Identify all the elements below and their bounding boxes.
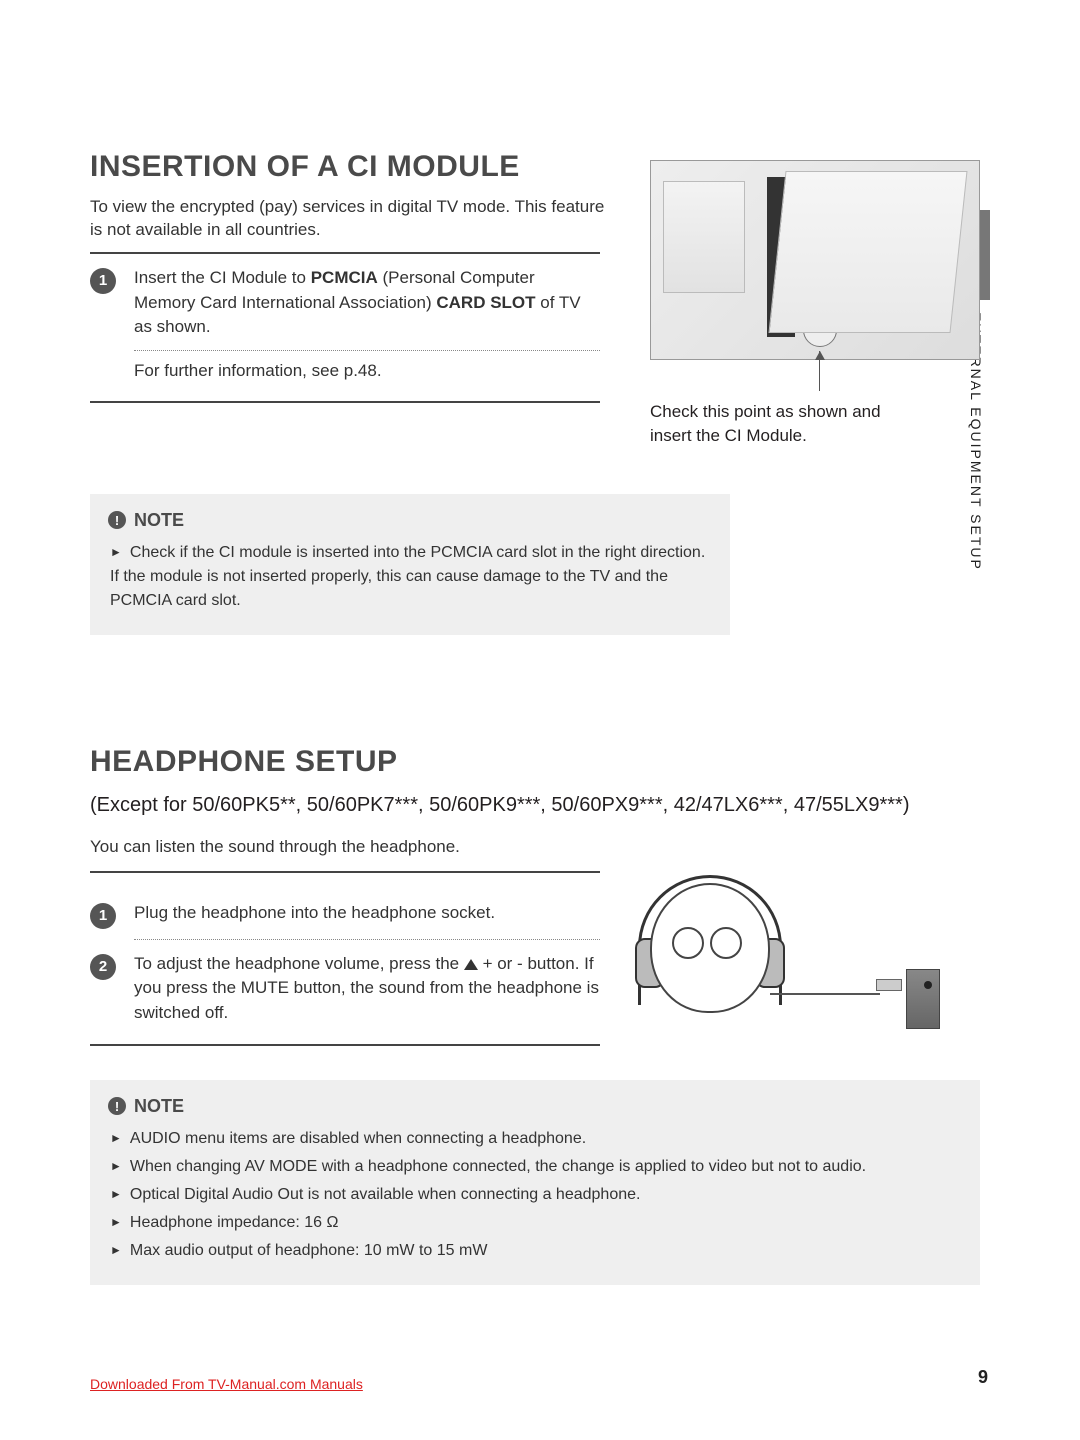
- note-list: AUDIO menu items are disabled when conne…: [108, 1127, 962, 1263]
- note-item: Headphone impedance: 16 Ω: [108, 1211, 962, 1235]
- rule: [90, 401, 600, 403]
- section1-intro: To view the encrypted (pay) services in …: [90, 196, 620, 242]
- step-number-badge: 1: [90, 903, 116, 929]
- footer-source-link[interactable]: Downloaded From TV-Manual.com Manuals: [90, 1376, 363, 1392]
- section2-title: HEADPHONE SETUP: [90, 745, 990, 779]
- rule: [90, 1044, 600, 1046]
- ci-module-figure: [650, 160, 980, 360]
- section1-afterstep: For further information, see p.48.: [134, 359, 382, 384]
- step-text: Plug the headphone into the headphone so…: [134, 901, 495, 929]
- note-icon: !: [108, 511, 126, 529]
- step-number-badge: 1: [90, 268, 116, 294]
- note-title: ! NOTE: [108, 1096, 962, 1117]
- ci-figure-caption: Check this point as shown and insert the…: [650, 400, 910, 448]
- section2-step-1: 1 Plug the headphone into the headphone …: [90, 889, 600, 939]
- section2-subtitle: (Except for 50/60PK5**, 50/60PK7***, 50/…: [90, 791, 970, 819]
- note-list: Check if the CI module is inserted into …: [108, 541, 712, 613]
- step-text: To adjust the headphone volume, press th…: [134, 952, 600, 1026]
- section2-step-2: 2 To adjust the headphone volume, press …: [90, 940, 600, 1036]
- section2-intro: You can listen the sound through the hea…: [90, 837, 990, 857]
- headphone-figure: [630, 873, 940, 1043]
- section1-step-1: 1 Insert the CI Module to PCMCIA (Person…: [90, 254, 600, 350]
- note-item: AUDIO menu items are disabled when conne…: [108, 1127, 962, 1151]
- note-item: Max audio output of headphone: 10 mW to …: [108, 1239, 962, 1263]
- note-title: ! NOTE: [108, 510, 712, 531]
- note-item: When changing AV MODE with a headphone c…: [108, 1155, 962, 1179]
- section1-note: ! NOTE Check if the CI module is inserte…: [90, 494, 730, 635]
- page-number: 9: [978, 1367, 988, 1388]
- section1-title: INSERTION OF A CI MODULE: [90, 150, 620, 184]
- note-icon: !: [108, 1097, 126, 1115]
- step-number-badge: 2: [90, 954, 116, 980]
- note-item: Optical Digital Audio Out is not availab…: [108, 1183, 962, 1207]
- note-item: Check if the CI module is inserted into …: [108, 541, 712, 613]
- section2-note: ! NOTE AUDIO menu items are disabled whe…: [90, 1080, 980, 1285]
- step-text: Insert the CI Module to PCMCIA (Personal…: [134, 266, 600, 340]
